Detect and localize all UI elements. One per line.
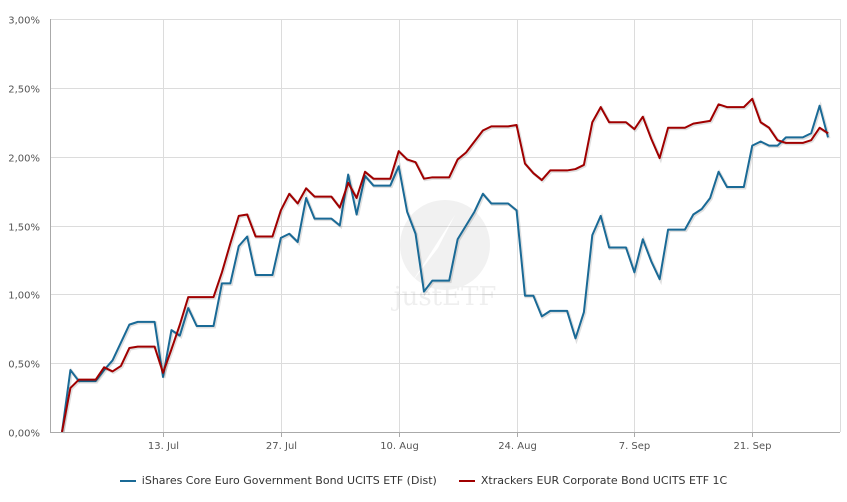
justetf-watermark: justETF — [391, 200, 497, 312]
y-tick-label: 0,50% — [8, 360, 40, 371]
y-tick-label: 1,50% — [8, 223, 40, 234]
legend-label-xtrackers: Xtrackers EUR Corporate Bond UCITS ETF 1… — [480, 474, 728, 487]
series-line-ishares — [61, 104, 829, 433]
series-group — [61, 97, 831, 434]
x-tick-label: 24. Aug — [498, 441, 537, 452]
axes: 0,00% 0,50% 1,00% 1,50% 2,00% 2,50% 3,00% 13. J… — [8, 16, 840, 452]
y-tick-label: 0,00% — [8, 429, 40, 440]
x-tick-label: 27. Jul — [266, 441, 297, 452]
y-tick-label: 1,00% — [8, 291, 40, 302]
legend-swatch-ishares — [119, 479, 136, 482]
svg-text:justETF: justETF — [391, 282, 497, 312]
y-tick-label: 2,50% — [8, 85, 40, 96]
legend-label-ishares: iShares Core Euro Government Bond UCITS … — [141, 474, 437, 487]
legend-item-xtrackers[interactable]: Xtrackers EUR Corporate Bond UCITS ETF 1… — [458, 474, 728, 487]
legend-swatch-xtrackers — [458, 479, 475, 482]
legend-item-ishares[interactable]: iShares Core Euro Government Bond UCITS … — [119, 474, 437, 487]
x-tick-label: 7. Sep — [619, 441, 651, 452]
x-tick-label: 13. Jul — [148, 441, 179, 452]
line-chart: justETF 0,00% 0,50% 1,00% 1,50% 2,00% 2,50% 3,… — [8, 16, 841, 452]
legend: iShares Core Euro Government Bond UCITS … — [0, 474, 847, 487]
series-line-xtrackers — [61, 97, 829, 433]
x-tick-label: 21. Sep — [734, 441, 772, 452]
y-tick-label: 2,00% — [8, 154, 40, 165]
grid — [50, 19, 841, 433]
y-tick-label: 3,00% — [8, 16, 40, 27]
x-tick-label: 10. Aug — [380, 441, 419, 452]
